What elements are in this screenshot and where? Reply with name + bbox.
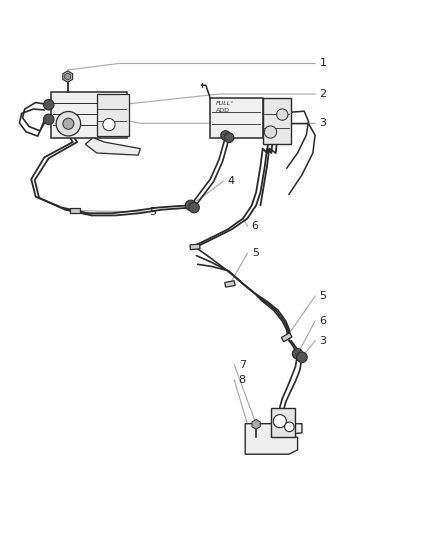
Circle shape [273, 415, 286, 427]
Text: 3: 3 [319, 118, 326, 128]
Circle shape [297, 352, 307, 362]
Polygon shape [63, 71, 73, 82]
Bar [51, 92, 127, 138]
Polygon shape [252, 419, 260, 429]
Text: 5: 5 [252, 248, 259, 259]
Bar [263, 99, 291, 144]
Polygon shape [65, 73, 71, 80]
Bar [281, 333, 292, 342]
Circle shape [63, 118, 74, 129]
Circle shape [221, 131, 230, 140]
Circle shape [292, 349, 303, 359]
Circle shape [277, 109, 288, 120]
Bar [190, 244, 200, 249]
Bar [210, 99, 263, 138]
Text: 8: 8 [239, 375, 246, 385]
Text: 6: 6 [319, 316, 326, 326]
Circle shape [56, 111, 81, 136]
Bar [70, 208, 80, 213]
Text: 6: 6 [252, 221, 259, 231]
Polygon shape [85, 138, 141, 155]
Text: 3: 3 [319, 336, 326, 346]
Bar [272, 408, 295, 437]
Circle shape [103, 118, 115, 131]
Text: 5: 5 [319, 291, 326, 301]
Bar [225, 281, 235, 287]
Bar [97, 94, 129, 135]
Text: 5: 5 [149, 207, 156, 217]
Circle shape [189, 203, 199, 213]
Circle shape [285, 422, 294, 432]
Polygon shape [245, 424, 302, 454]
Text: ADD: ADD [215, 108, 230, 114]
Circle shape [43, 114, 54, 125]
Text: 2: 2 [319, 89, 327, 99]
Text: 1: 1 [319, 59, 326, 68]
Text: 4: 4 [228, 176, 235, 187]
Circle shape [185, 200, 196, 211]
Text: 7: 7 [239, 360, 246, 370]
Text: FULL°: FULL° [215, 101, 234, 107]
Circle shape [265, 126, 277, 138]
Circle shape [224, 133, 234, 142]
Circle shape [43, 100, 54, 110]
